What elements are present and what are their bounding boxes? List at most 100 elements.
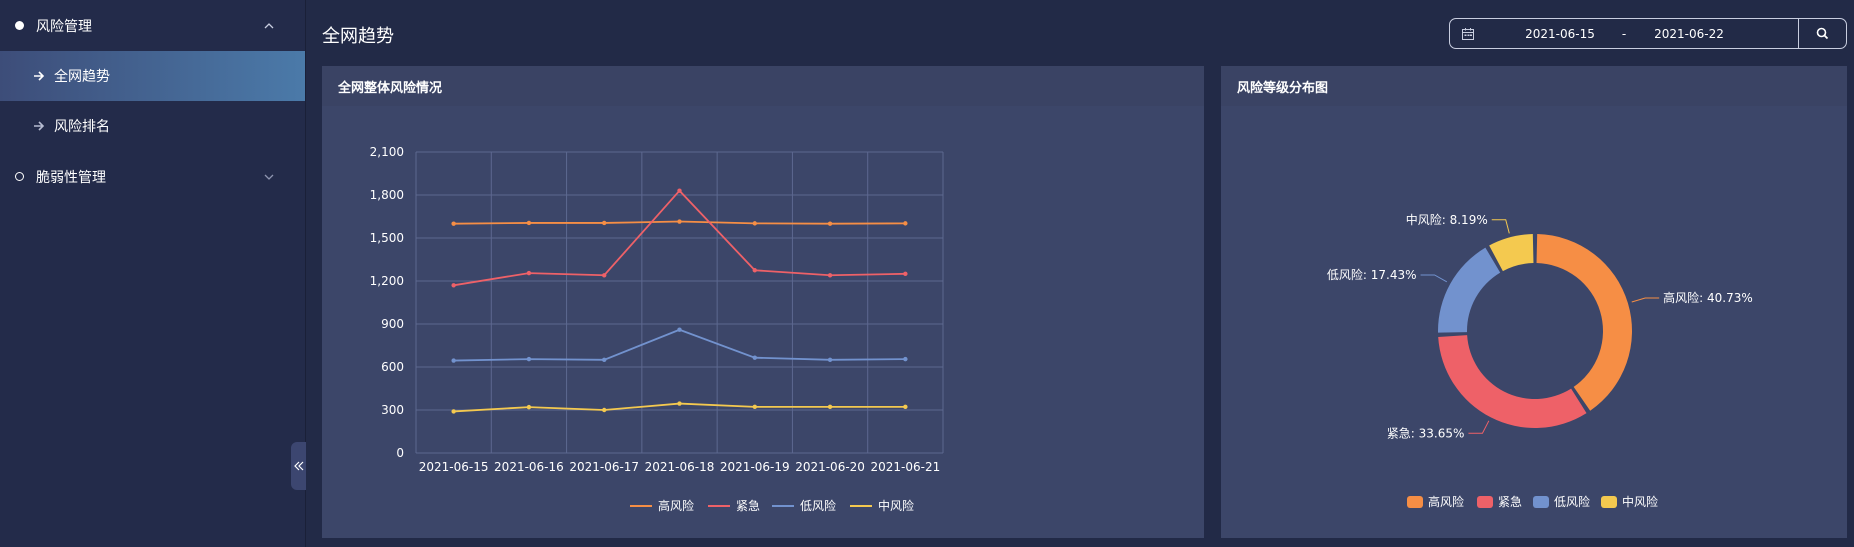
x-tick-label: 2021-06-21 (870, 460, 940, 474)
data-point (827, 273, 833, 278)
chevron-up-icon (264, 22, 274, 28)
legend-label: 中风险 (878, 498, 914, 513)
calendar-icon (1462, 28, 1474, 40)
x-tick-label: 2021-06-16 (494, 460, 564, 474)
data-point (903, 221, 908, 226)
label-leader-line (1468, 420, 1490, 434)
y-tick-label: 600 (381, 360, 404, 374)
data-point (602, 220, 607, 226)
end-date-input[interactable]: 2021-06-22 (1654, 26, 1724, 41)
data-point (752, 355, 757, 360)
date-range-picker[interactable]: 2021-06-15 - 2021-06-22 (1449, 18, 1847, 49)
donut-slice (1438, 335, 1587, 428)
panel-title: 全网整体风险情况 (322, 66, 1204, 106)
legend-item: 中风险 (1601, 494, 1658, 509)
filled-dot-icon (15, 21, 24, 30)
sidebar-item-label: 风险排名 (54, 119, 110, 135)
data-point (827, 404, 833, 410)
y-tick-label: 1,800 (370, 188, 404, 202)
risk-level-donut-chart: 高风险: 40.73% 紧急: 33.65% 低风险: 17.43% 中风险: 8.1… (1327, 212, 1753, 509)
slice-低风险: 低风险: 17.43% (1327, 247, 1501, 333)
legend-label: 高风险 (658, 498, 694, 513)
date-separator: - (1621, 26, 1627, 41)
legend-label: 紧急 (1498, 494, 1522, 509)
sidebar-item-network-trend[interactable]: 全网趋势 (0, 51, 305, 101)
y-tick-label: 0 (396, 446, 404, 460)
hollow-dot-icon (15, 172, 24, 181)
data-point (677, 219, 682, 224)
risk-trend-line-chart: 0 300 600 900 1,200 1,500 1,800 2,100 2021-06-15… (370, 145, 944, 513)
donut-slice (1536, 234, 1632, 411)
data-point (451, 409, 456, 414)
legend-item: 紧急 (708, 498, 760, 513)
data-point (526, 220, 532, 226)
search-icon (1816, 27, 1829, 40)
arrow-right-icon (34, 71, 45, 81)
x-tick-label: 2021-06-18 (645, 460, 715, 474)
data-point (752, 404, 757, 410)
data-point (827, 221, 833, 226)
slice-label: 紧急: 33.65% (1387, 425, 1465, 440)
series-高风险 (451, 219, 908, 226)
page-title: 全网趋势 (322, 26, 394, 47)
menu-group-vulnerability-management[interactable]: 脆弱性管理 (0, 151, 305, 202)
data-point (526, 356, 532, 362)
legend-swatch (1477, 496, 1493, 508)
legend-swatch (1407, 496, 1423, 508)
x-tick-label: 2021-06-17 (569, 460, 639, 474)
slice-高风险: 高风险: 40.73% (1536, 234, 1753, 411)
data-point (903, 356, 908, 362)
data-point (903, 271, 908, 277)
slice-中风险: 中风险: 8.19% (1406, 212, 1534, 272)
data-point (903, 404, 908, 410)
x-tick-label: 2021-06-19 (720, 460, 790, 474)
data-point (451, 283, 456, 288)
legend-swatch (1533, 496, 1549, 508)
data-point (677, 401, 682, 406)
chart-gridlines (415, 151, 944, 454)
sidebar: 风险管理 全网趋势 风险排名 脆弱性管理 (0, 0, 306, 547)
chart-legend: 高风险 紧急 低风险 中风险 (1407, 494, 1658, 509)
data-point (451, 221, 456, 226)
data-point (526, 404, 532, 410)
slice-label: 中风险: 8.19% (1406, 212, 1488, 227)
collapse-sidebar-button[interactable] (291, 442, 306, 490)
series-低风险 (451, 327, 908, 363)
series-line (453, 328, 906, 362)
data-point (827, 357, 833, 363)
data-point (677, 188, 682, 193)
sidebar-item-risk-ranking[interactable]: 风险排名 (0, 101, 305, 151)
y-tick-label: 2,100 (370, 145, 404, 159)
y-tick-label: 900 (381, 317, 404, 331)
chart-legend: 高风险 紧急 低风险 中风险 (630, 498, 914, 513)
risk-level-distribution-panel: 风险等级分布图 高风险: 40.73% 紧急: 33.65% 低风险: 17.43%… (1221, 66, 1847, 538)
data-point (526, 270, 532, 276)
menu-group-risk-management[interactable]: 风险管理 (0, 0, 305, 51)
data-point (752, 221, 757, 226)
chevron-down-icon (264, 174, 274, 180)
legend-label: 低风险 (1554, 494, 1590, 509)
y-tick-label: 300 (381, 403, 404, 417)
legend-label: 低风险 (800, 498, 836, 513)
risk-trend-panel: 全网整体风险情况 0 300 600 900 1,200 1,500 1,800 2,100 2… (322, 66, 1204, 538)
search-button[interactable] (1798, 19, 1846, 48)
legend-item: 低风险 (772, 498, 836, 513)
data-point (451, 358, 456, 363)
series-中风险 (451, 401, 908, 414)
menu-group-label: 风险管理 (36, 18, 92, 35)
data-point (677, 327, 682, 332)
sidebar-item-label: 全网趋势 (54, 69, 110, 85)
data-point (602, 273, 607, 278)
legend-item: 中风险 (850, 498, 914, 513)
series-紧急 (451, 188, 908, 288)
x-tick-label: 2021-06-15 (419, 460, 489, 474)
label-leader-line (1631, 297, 1660, 303)
start-date-input[interactable]: 2021-06-15 (1525, 26, 1595, 41)
legend-label: 紧急 (736, 498, 760, 513)
y-tick-label: 1,200 (370, 274, 404, 288)
legend-label: 高风险 (1428, 494, 1464, 509)
y-tick-label: 1,500 (370, 231, 404, 245)
arrow-right-icon (34, 121, 45, 131)
panel-title: 风险等级分布图 (1221, 66, 1847, 106)
x-tick-label: 2021-06-20 (795, 460, 865, 474)
